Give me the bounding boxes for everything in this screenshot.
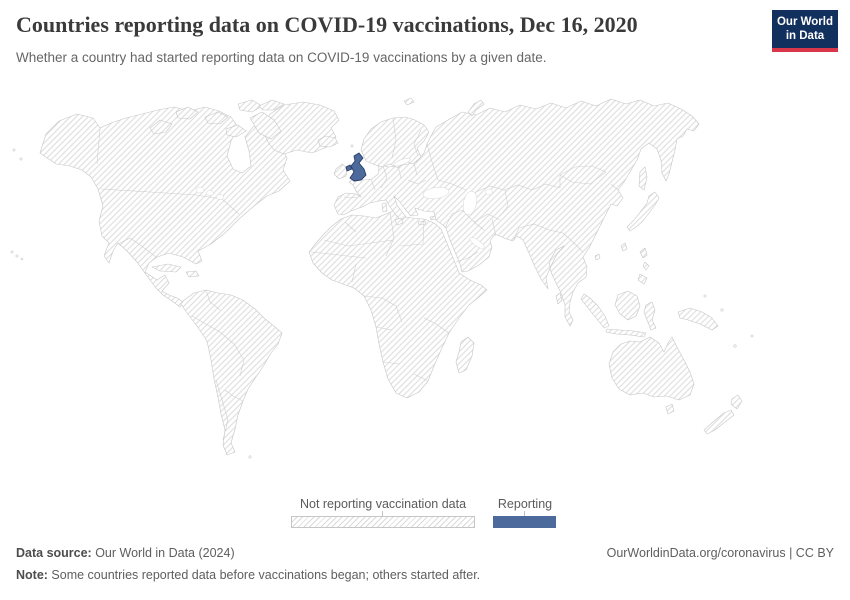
- philippines[interactable]: [637, 273, 648, 285]
- page-title: Countries reporting data on COVID-19 vac…: [16, 12, 638, 37]
- footer-note: Note: Some countries reported data befor…: [16, 568, 480, 582]
- footer-datasource-value[interactable]: Our World in Data (2024): [91, 546, 235, 560]
- arctic-island[interactable]: [204, 111, 229, 125]
- arctic-island[interactable]: [175, 106, 199, 120]
- arctic-island[interactable]: [149, 119, 173, 135]
- great-britain[interactable]: [349, 152, 367, 182]
- great-lake: [206, 190, 214, 196]
- arctic-island[interactable]: [225, 124, 247, 138]
- footer-datasource: Data source: Our World in Data (2024): [16, 546, 235, 560]
- owid-logo[interactable]: Our World in Data: [772, 10, 838, 52]
- tasmania[interactable]: [665, 403, 675, 415]
- madagascar[interactable]: [455, 336, 475, 374]
- taiwan[interactable]: [620, 242, 628, 252]
- country-borders: [96, 117, 619, 441]
- great-lake: [195, 186, 205, 194]
- owid-logo-line1: Our World: [776, 16, 833, 28]
- africa[interactable]: [308, 210, 488, 399]
- novaya-zemlya[interactable]: [467, 99, 485, 117]
- crete[interactable]: [417, 220, 427, 226]
- sicily[interactable]: [394, 217, 404, 226]
- owid-logo-line2: in Data: [785, 30, 825, 42]
- northern-ireland[interactable]: [345, 164, 353, 172]
- philippines[interactable]: [639, 247, 648, 259]
- black-sea: [422, 187, 450, 199]
- java[interactable]: [605, 328, 647, 338]
- hispaniola[interactable]: [185, 270, 200, 278]
- eurasia[interactable]: [333, 98, 700, 327]
- united-kingdom[interactable]: [345, 152, 367, 182]
- ireland[interactable]: [333, 163, 348, 180]
- footer-note-value: Some countries reported data before vacc…: [47, 568, 481, 582]
- svalbard[interactable]: [403, 97, 415, 106]
- new-zealand-south[interactable]: [703, 409, 735, 435]
- cyprus[interactable]: [429, 215, 437, 221]
- sulawesi[interactable]: [643, 301, 657, 331]
- arctic-island[interactable]: [237, 99, 263, 113]
- sakhalin[interactable]: [638, 166, 648, 191]
- countries-not-reporting[interactable]: [39, 97, 743, 456]
- south-america[interactable]: [180, 289, 283, 456]
- inland-seas: [195, 157, 493, 249]
- japan[interactable]: [626, 191, 660, 232]
- sardinia[interactable]: [381, 202, 388, 213]
- persian-gulf: [469, 237, 485, 249]
- caspian-sea: [462, 190, 478, 216]
- legend-tick: [524, 511, 525, 516]
- footer-note-label: Note:: [16, 568, 48, 582]
- legend-swatch-reporting[interactable]: [493, 516, 556, 528]
- borneo[interactable]: [614, 290, 641, 321]
- page-subtitle: Whether a country had started reporting …: [16, 50, 547, 65]
- north-america[interactable]: [39, 106, 291, 308]
- philippines[interactable]: [642, 261, 650, 271]
- baffin-island[interactable]: [249, 111, 282, 140]
- footer-datasource-label: Data source:: [16, 546, 92, 560]
- footer-link[interactable]: OurWorldinData.org/coronavirus | CC BY: [606, 546, 834, 560]
- legend-tick: [382, 511, 383, 516]
- aral-sea: [485, 188, 493, 196]
- great-lake: [216, 194, 224, 200]
- legend-label-not-reporting: Not reporting vaccination data: [299, 497, 467, 511]
- small-islands: [10, 144, 754, 459]
- new-zealand-north[interactable]: [730, 394, 743, 410]
- arctic-island[interactable]: [258, 99, 285, 111]
- sri-lanka[interactable]: [555, 292, 563, 305]
- baltic-sea: [393, 157, 411, 167]
- legend-label-reporting: Reporting: [497, 497, 553, 511]
- legend-swatch-not-reporting[interactable]: [291, 516, 475, 528]
- sumatra[interactable]: [580, 293, 610, 329]
- cuba[interactable]: [151, 263, 182, 273]
- new-guinea[interactable]: [677, 307, 719, 331]
- scandinavia[interactable]: [360, 116, 430, 169]
- hainan[interactable]: [594, 253, 601, 261]
- australia[interactable]: [608, 336, 695, 401]
- iceland[interactable]: [317, 135, 339, 148]
